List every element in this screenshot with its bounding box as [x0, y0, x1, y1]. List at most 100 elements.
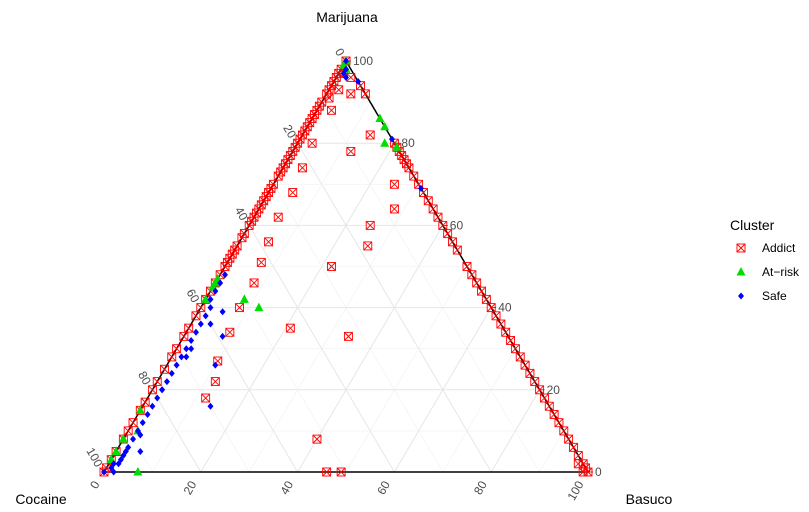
- point-addict: [123, 426, 133, 436]
- tick-label-cocaine: 80: [135, 369, 154, 388]
- point-addict: [312, 434, 322, 444]
- data-points: [99, 56, 593, 477]
- tick-label-basuco: 0: [87, 478, 103, 491]
- point-addict: [147, 385, 157, 395]
- legend-key-addict: [736, 243, 746, 253]
- point-safe: [207, 304, 214, 312]
- point-safe: [418, 184, 425, 192]
- point-safe: [139, 419, 146, 427]
- point-addict: [443, 229, 453, 239]
- point-at-risk: [133, 467, 143, 476]
- point-addict: [433, 212, 443, 222]
- tick-label-marijuana: 0: [595, 465, 602, 479]
- point-at-risk: [254, 302, 264, 312]
- vertex-label-left: Cocaine: [15, 491, 67, 507]
- point-addict: [569, 442, 578, 452]
- point-at-risk: [118, 434, 128, 443]
- point-at-risk: [380, 121, 390, 131]
- point-addict: [506, 336, 516, 345]
- point-addict: [564, 434, 574, 444]
- point-addict: [525, 368, 535, 378]
- point-addict: [346, 146, 356, 156]
- point-safe: [110, 460, 117, 468]
- legend: Cluster Addict At−risk Safe: [730, 217, 800, 303]
- grid-line: [393, 307, 492, 473]
- point-addict: [462, 262, 472, 271]
- grid-line: [200, 307, 299, 473]
- point-safe: [192, 328, 199, 336]
- legend-label: Safe: [762, 289, 787, 303]
- point-addict: [448, 237, 457, 247]
- point-addict: [404, 163, 414, 173]
- point-addict: [409, 171, 419, 181]
- point-addict: [438, 220, 448, 230]
- point-addict: [363, 241, 373, 251]
- point-addict: [481, 294, 491, 304]
- vertex-label-top: Marijuana: [316, 9, 378, 25]
- tick-label-cocaine: 40: [232, 204, 251, 223]
- point-safe: [110, 468, 117, 476]
- point-safe: [149, 402, 156, 410]
- point-safe: [188, 345, 195, 353]
- point-safe: [202, 312, 209, 320]
- point-addict: [365, 220, 375, 230]
- point-safe: [117, 456, 124, 464]
- point-addict: [554, 418, 564, 428]
- point-safe: [207, 320, 214, 328]
- tick-label-basuco: 60: [374, 478, 393, 497]
- point-addict: [273, 212, 283, 222]
- point-addict: [389, 179, 399, 189]
- legend-key-safe: [738, 292, 744, 300]
- point-addict: [428, 204, 438, 214]
- point-addict: [535, 385, 545, 395]
- point-safe: [101, 468, 107, 476]
- point-addict: [472, 278, 482, 288]
- point-safe: [207, 295, 214, 303]
- point-addict: [467, 270, 477, 280]
- point-at-risk: [201, 294, 211, 303]
- point-addict: [191, 311, 201, 321]
- point-addict: [515, 352, 525, 362]
- point-safe: [137, 431, 144, 439]
- grid-line: [539, 430, 565, 473]
- point-addict: [343, 331, 353, 341]
- tick-label-basuco: 20: [181, 478, 200, 497]
- point-addict: [225, 327, 235, 337]
- point-addict: [256, 257, 266, 267]
- point-safe: [154, 394, 161, 402]
- legend-key-at-risk: [736, 267, 746, 276]
- point-addict: [160, 364, 169, 374]
- point-addict: [210, 377, 220, 387]
- grid-line: [152, 101, 371, 473]
- point-safe: [219, 308, 226, 316]
- point-at-risk: [135, 405, 145, 414]
- point-at-risk: [375, 113, 385, 123]
- point-addict: [520, 360, 530, 370]
- grid-line: [248, 184, 419, 473]
- legend-label: At−risk: [762, 265, 800, 279]
- grid-line: [490, 389, 541, 473]
- point-safe: [343, 57, 349, 65]
- point-at-risk: [239, 294, 249, 303]
- point-addict: [128, 418, 138, 428]
- point-safe: [168, 369, 175, 377]
- point-addict: [244, 220, 254, 230]
- point-addict: [496, 319, 506, 329]
- point-addict: [510, 344, 520, 354]
- point-at-risk: [111, 446, 121, 455]
- point-addict: [334, 85, 344, 95]
- point-safe: [159, 386, 166, 394]
- grid-line: [442, 348, 516, 473]
- point-addict: [477, 286, 486, 296]
- point-addict: [336, 467, 346, 477]
- point-safe: [219, 332, 226, 340]
- point-addict: [167, 352, 177, 362]
- point-addict: [140, 397, 150, 407]
- tick-label-marijuana: 20: [547, 383, 561, 397]
- point-addict: [307, 138, 317, 148]
- point-addict: [322, 467, 332, 477]
- point-addict: [297, 163, 307, 173]
- tick-label-marijuana: 80: [401, 136, 415, 150]
- point-safe: [212, 361, 219, 369]
